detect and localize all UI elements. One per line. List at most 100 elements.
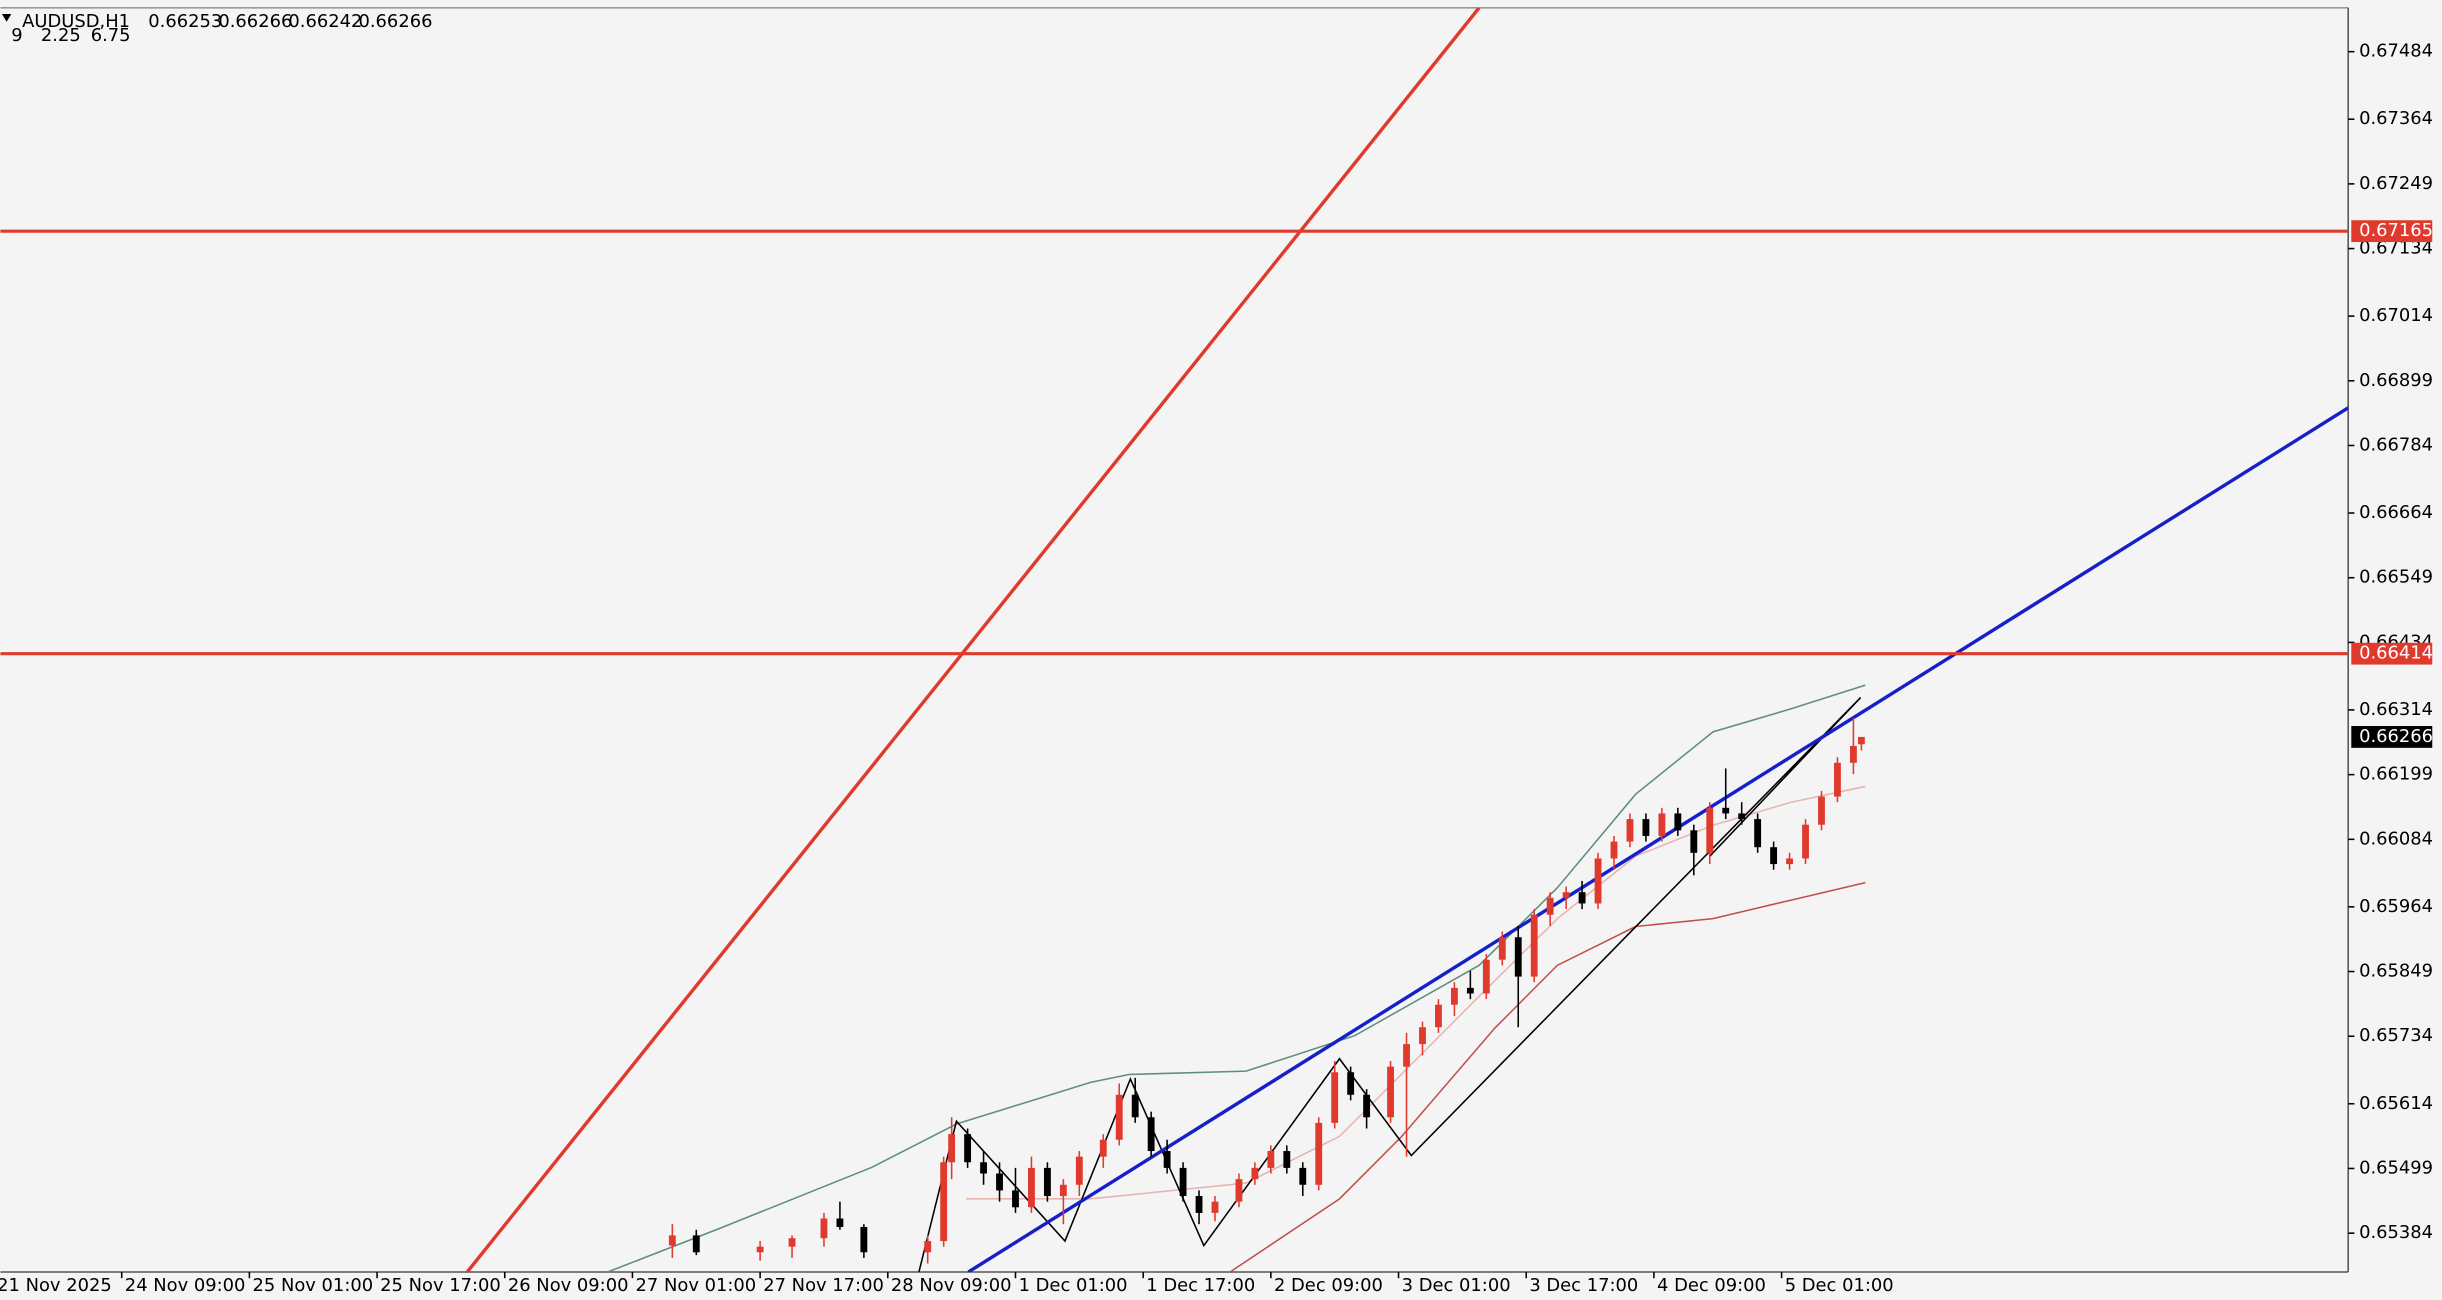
level-label: 0.66414 <box>2359 643 2433 664</box>
symbol: AUDUSD,H1 <box>22 11 130 32</box>
y-tick-label: 0.67484 <box>2359 41 2433 62</box>
candle-body <box>1578 892 1586 904</box>
candle-body <box>1690 830 1698 853</box>
y-tick-label: 0.67249 <box>2359 173 2433 194</box>
price-label-box <box>2351 726 2433 748</box>
y-tick-label: 0.65614 <box>2359 1093 2433 1114</box>
candle-body <box>948 1134 956 1163</box>
candle-body <box>1235 1179 1243 1202</box>
candle-body <box>1075 1156 1083 1185</box>
y-tick-label: 0.65849 <box>2359 961 2433 982</box>
y-tick-label: 0.67134 <box>2359 238 2433 259</box>
candle-body <box>1857 736 1865 745</box>
candle-body <box>1059 1184 1067 1197</box>
candle-body <box>1012 1190 1019 1208</box>
candle-body <box>1115 1094 1123 1140</box>
candle-body <box>964 1134 972 1163</box>
candle-body <box>1315 1122 1323 1185</box>
candle-body <box>1363 1094 1371 1118</box>
candle-body <box>1387 1066 1394 1118</box>
candle-body <box>996 1173 1003 1191</box>
header-value: 0.66242 <box>288 11 362 32</box>
candle-body <box>1299 1167 1307 1185</box>
y-tick-label: 0.66084 <box>2359 828 2433 849</box>
candle-body <box>1147 1117 1155 1152</box>
candle-body <box>836 1218 844 1227</box>
x-tick-label: 25 Nov 01:00 <box>252 1275 373 1296</box>
candle-body <box>692 1235 700 1253</box>
candle-body <box>1450 987 1458 1005</box>
header-value: 0.66253 <box>148 11 222 32</box>
candle-body <box>1163 1151 1171 1168</box>
candle-body <box>1099 1139 1107 1157</box>
y-tick-label: 0.65499 <box>2359 1157 2433 1178</box>
y-tick-label: 0.65734 <box>2359 1025 2433 1046</box>
candle-body <box>1786 858 1793 865</box>
x-tick-label: 24 Nov 09:00 <box>125 1275 246 1296</box>
y-tick-label: 0.65964 <box>2359 896 2433 917</box>
candle-body <box>1658 813 1666 836</box>
candle-body <box>980 1162 987 1174</box>
trend-line <box>465 7 1481 1272</box>
candle-body <box>1331 1072 1339 1123</box>
candle-body <box>1131 1094 1139 1118</box>
candle-body <box>1347 1072 1355 1095</box>
candle-body <box>1211 1201 1219 1213</box>
header-value: 0.66266 <box>218 11 292 32</box>
candle-body <box>1802 824 1809 859</box>
y-tick-label: 0.67014 <box>2359 305 2433 326</box>
candle-body <box>1419 1027 1426 1045</box>
x-tick-label: 28 Nov 09:00 <box>891 1275 1012 1296</box>
candle-body <box>1514 937 1522 977</box>
candle-body <box>1594 858 1602 904</box>
candle-body <box>1706 807 1714 853</box>
candle-body <box>1722 807 1730 814</box>
candle-body <box>940 1162 948 1242</box>
candle-body <box>1738 813 1746 820</box>
indicator-param: 2.25 <box>41 25 81 46</box>
candle-body <box>1834 762 1841 797</box>
candle-body <box>1043 1167 1051 1197</box>
x-tick-label: 2 Dec 09:00 <box>1274 1275 1383 1296</box>
candle-body <box>1546 897 1554 915</box>
candle-body <box>1251 1167 1259 1180</box>
candle-body <box>1849 745 1857 763</box>
candle-body <box>1195 1196 1203 1213</box>
indicator-param: 6.75 <box>91 25 131 46</box>
candle-body <box>924 1241 932 1253</box>
candle-body <box>756 1246 764 1253</box>
header-value: 0.66266 <box>358 11 432 32</box>
y-tick-label: 0.66314 <box>2359 699 2433 720</box>
plot <box>465 7 2349 1272</box>
candle-body <box>1642 819 1650 836</box>
x-tick-label: 1 Dec 01:00 <box>1019 1275 1128 1296</box>
x-tick-label: 21 Nov 2025 <box>0 1275 112 1296</box>
x-tick-label: 1 Dec 17:00 <box>1146 1275 1255 1296</box>
candle-body <box>1403 1044 1410 1067</box>
candle-body <box>1283 1151 1291 1168</box>
x-tick-label: 4 Dec 09:00 <box>1657 1275 1766 1296</box>
candle-body <box>1770 847 1778 865</box>
candle-body <box>1466 987 1474 994</box>
candle-body <box>1482 959 1490 994</box>
candle-body <box>1498 937 1506 960</box>
x-tick-label: 26 Nov 09:00 <box>508 1275 629 1296</box>
x-tick-label: 27 Nov 01:00 <box>636 1275 757 1296</box>
indicator-param: 9 <box>11 25 22 46</box>
y-tick-label: 0.66664 <box>2359 502 2433 523</box>
candle-body <box>1267 1151 1275 1168</box>
candle-body <box>1754 819 1762 848</box>
y-tick-label: 0.67364 <box>2359 108 2433 129</box>
candle-body <box>1530 914 1538 977</box>
candle-body <box>1626 819 1634 842</box>
candle-body <box>788 1238 796 1247</box>
x-tick-label: 27 Nov 17:00 <box>763 1275 884 1296</box>
y-tick-label: 0.66199 <box>2359 764 2433 785</box>
candle-body <box>820 1218 828 1239</box>
trend-line <box>967 406 2349 1272</box>
candle-body <box>1028 1167 1035 1208</box>
y-tick-label: 0.66899 <box>2359 370 2433 391</box>
candle-body <box>860 1226 868 1253</box>
